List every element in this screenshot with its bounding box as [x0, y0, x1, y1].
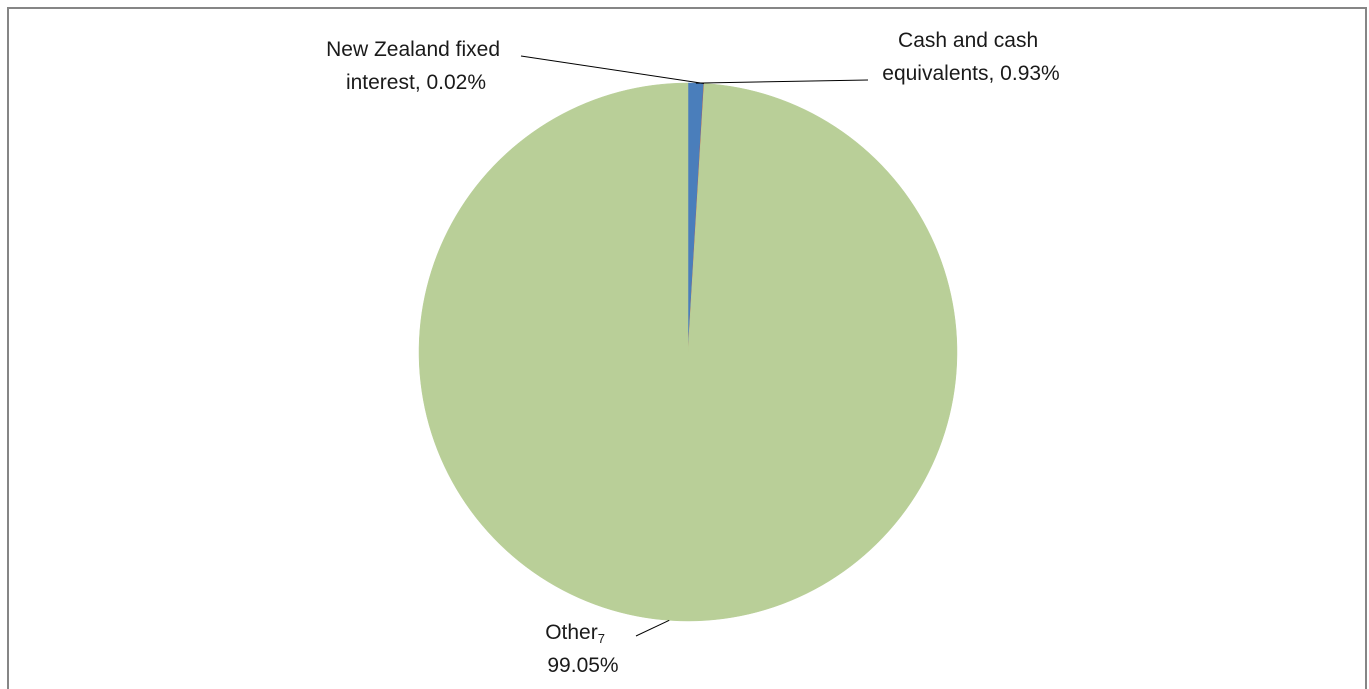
slice-label-cash-line2: equivalents, 0.93% — [882, 62, 1059, 85]
slice-label-cash: Cash and cash equivalents, 0.93% — [882, 29, 1059, 85]
slice-label-other-line1: Other7 — [545, 621, 605, 646]
slice-label-other-superscript: 7 — [598, 631, 605, 646]
leader-lines — [520, 55, 869, 637]
leader-line-nz-fixed-interest — [520, 55, 704, 84]
slice-label-nz-fixed-interest: New Zealand fixed interest, 0.02% — [326, 38, 506, 94]
slice-label-nz-line2: interest, 0.02% — [346, 71, 486, 94]
pie-slices — [418, 82, 958, 622]
slice-label-other-name: Other — [545, 621, 598, 644]
pie-slice-other7 — [418, 82, 958, 622]
leader-line-other — [635, 619, 670, 637]
slice-label-other-line2: 99.05% — [547, 654, 618, 677]
leader-line-cash — [695, 79, 869, 84]
slice-label-other: Other7 99.05% — [545, 621, 618, 677]
slice-label-nz-line1: New Zealand fixed — [326, 38, 500, 61]
slice-label-cash-line1: Cash and cash — [898, 29, 1038, 52]
